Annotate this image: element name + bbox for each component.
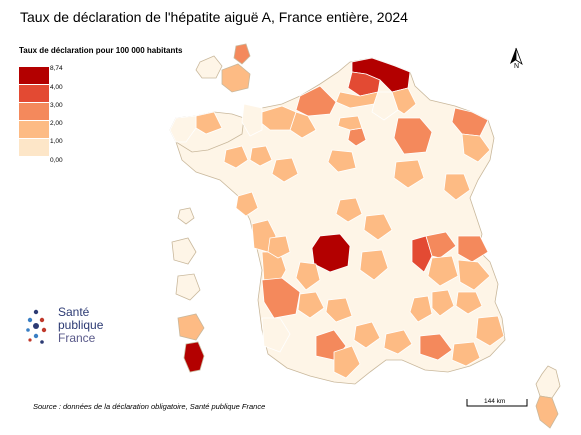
legend-swatch-3	[19, 103, 49, 120]
dept-gironde	[261, 277, 301, 319]
corsica-haute	[535, 365, 561, 399]
dept-bouches-du-rhone	[419, 333, 453, 361]
inset-reunion	[175, 273, 201, 301]
dept-haute-savoie	[457, 235, 489, 263]
dept-val-doise	[337, 115, 363, 131]
logo-line-3: France	[58, 331, 96, 345]
dept-ille-et-vilaine	[223, 145, 249, 169]
corsica-sud	[535, 395, 559, 429]
dept-loire-atlantique	[235, 191, 259, 217]
inset-mayotte	[177, 313, 205, 341]
north-label: N	[514, 63, 520, 70]
legend-label-1: 8,74	[50, 65, 63, 72]
inset-guadeloupe-top	[233, 43, 251, 65]
sante-publique-logo	[26, 309, 47, 344]
legend-swatch-4	[19, 121, 49, 138]
legend-label-5: 1,00	[50, 138, 63, 145]
dept-deux-sevres	[267, 235, 291, 259]
dept-lot	[325, 297, 353, 323]
dept-loiret	[327, 149, 357, 173]
north-arrow-icon	[510, 47, 523, 66]
dept-manche	[241, 103, 263, 137]
inset-dark-island	[183, 341, 205, 373]
scale-bar	[466, 399, 528, 407]
legend-title: Taux de déclaration pour 100 000 habitan…	[19, 46, 183, 55]
legend-label-6: 0,00	[50, 157, 63, 164]
dept-rhone	[411, 235, 433, 273]
source-note: Source : données de la déclaration oblig…	[33, 402, 266, 411]
dept-dordogne	[297, 291, 325, 319]
dept-tarn	[353, 321, 381, 349]
dept-var	[451, 341, 481, 367]
dept-hautes-alpes	[455, 291, 483, 315]
dept-ain	[425, 231, 457, 259]
dept-haute-garonne	[333, 345, 361, 379]
dept-mayenne	[249, 145, 273, 167]
dept-creuse	[311, 233, 351, 273]
legend-label-3: 3,00	[50, 102, 63, 109]
inset-martinique	[221, 63, 251, 93]
dept-ardennes	[391, 87, 417, 115]
legend: Taux de déclaration pour 100 000 habitan…	[19, 46, 209, 176]
dept-drome	[431, 289, 455, 317]
dept-puy-de-dome	[359, 249, 389, 281]
inset-guadeloupe	[195, 55, 223, 79]
logo-text: Santé publique France	[58, 306, 103, 345]
logo-line-1: Santé	[58, 305, 90, 319]
dept-doubs	[443, 173, 471, 201]
dept-alpes-maritimes	[475, 315, 505, 347]
dept-landes	[261, 317, 291, 353]
legend-swatch-5	[19, 139, 49, 156]
departments	[169, 57, 506, 385]
dept-bas-rhin	[461, 133, 491, 163]
dept-isere	[427, 255, 459, 287]
dept-seine-maritime	[295, 85, 337, 117]
dept-herault	[383, 329, 413, 355]
dept-cher	[335, 197, 363, 223]
map-title: Taux de déclaration de l'hépatite aiguë …	[20, 9, 408, 25]
logo-line-2: publique	[58, 318, 104, 332]
legend-label-4: 2,00	[50, 120, 63, 127]
dept-cote-dor	[393, 159, 425, 189]
dept-savoie	[457, 259, 491, 291]
legend-swatch-1	[19, 67, 49, 84]
inset-small-1	[177, 207, 195, 225]
dept-haute-vienne	[295, 261, 321, 291]
dept-allier	[363, 213, 393, 241]
dept-finistere	[169, 115, 197, 143]
scale-label: 144 km	[484, 398, 506, 405]
legend-label-2: 4,00	[50, 84, 63, 91]
dept-ardeche	[409, 295, 433, 323]
dept-sarthe	[271, 157, 299, 183]
legend-swatch-2	[19, 85, 49, 102]
mainland-base	[175, 57, 506, 385]
dept-marne	[393, 117, 433, 155]
inset-guyane	[171, 237, 197, 265]
